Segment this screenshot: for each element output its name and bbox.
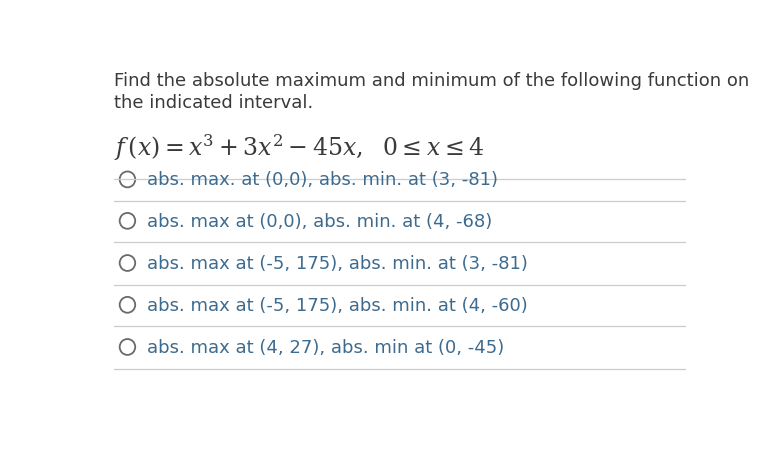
Text: abs. max at (0,0), abs. min. at (4, -68): abs. max at (0,0), abs. min. at (4, -68) (147, 213, 493, 231)
Text: abs. max at (-5, 175), abs. min. at (4, -60): abs. max at (-5, 175), abs. min. at (4, … (147, 297, 528, 315)
Text: the indicated interval.: the indicated interval. (114, 94, 314, 112)
Text: Find the absolute maximum and minimum of the following function on: Find the absolute maximum and minimum of… (114, 73, 749, 90)
Text: abs. max. at (0,0), abs. min. at (3, -81): abs. max. at (0,0), abs. min. at (3, -81… (147, 171, 498, 190)
Text: $f\,(x) = x^3 + 3x^2 - 45x,\ \ 0 \leq x \leq 4$: $f\,(x) = x^3 + 3x^2 - 45x,\ \ 0 \leq x … (114, 132, 484, 162)
Text: abs. max at (-5, 175), abs. min. at (3, -81): abs. max at (-5, 175), abs. min. at (3, … (147, 255, 528, 273)
Text: abs. max at (4, 27), abs. min at (0, -45): abs. max at (4, 27), abs. min at (0, -45… (147, 339, 504, 357)
